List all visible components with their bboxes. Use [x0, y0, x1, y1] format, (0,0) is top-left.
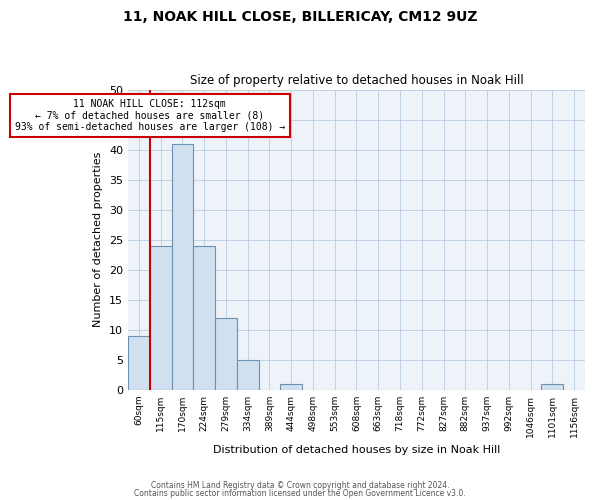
Bar: [237, 360, 259, 390]
Bar: [541, 384, 563, 390]
Bar: [280, 384, 302, 390]
Bar: [150, 246, 172, 390]
Bar: [172, 144, 193, 390]
Bar: [128, 336, 150, 390]
Bar: [193, 246, 215, 390]
Y-axis label: Number of detached properties: Number of detached properties: [94, 152, 103, 328]
Text: 11, NOAK HILL CLOSE, BILLERICAY, CM12 9UZ: 11, NOAK HILL CLOSE, BILLERICAY, CM12 9U…: [123, 10, 477, 24]
X-axis label: Distribution of detached houses by size in Noak Hill: Distribution of detached houses by size …: [213, 445, 500, 455]
Bar: [215, 318, 237, 390]
Text: Contains public sector information licensed under the Open Government Licence v3: Contains public sector information licen…: [134, 488, 466, 498]
Text: Contains HM Land Registry data © Crown copyright and database right 2024.: Contains HM Land Registry data © Crown c…: [151, 481, 449, 490]
Text: 11 NOAK HILL CLOSE: 112sqm
← 7% of detached houses are smaller (8)
93% of semi-d: 11 NOAK HILL CLOSE: 112sqm ← 7% of detac…: [14, 98, 285, 132]
Title: Size of property relative to detached houses in Noak Hill: Size of property relative to detached ho…: [190, 74, 523, 87]
